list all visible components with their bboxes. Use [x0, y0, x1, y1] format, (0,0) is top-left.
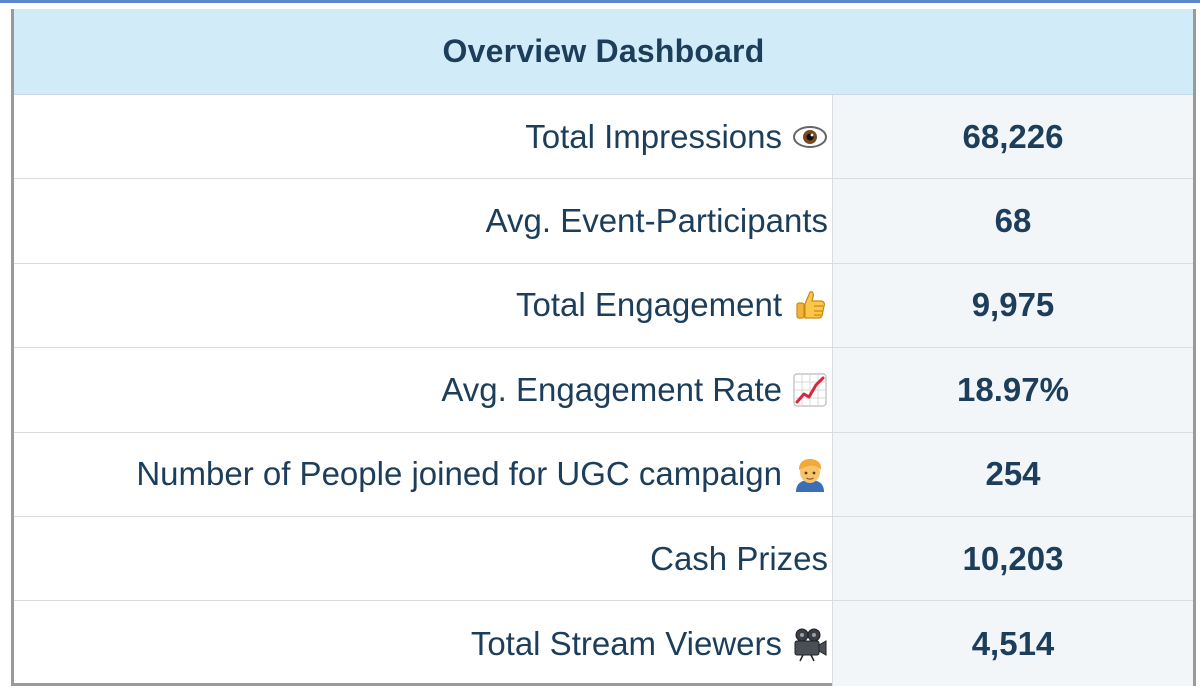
table-row: Cash Prizes 10,203 — [14, 516, 1193, 602]
metric-value-cell: 68 — [833, 179, 1193, 263]
eye-icon — [792, 119, 828, 155]
metric-value-cell: 10,203 — [833, 516, 1193, 601]
metric-value-cell: 4,514 — [833, 601, 1193, 686]
person-icon — [792, 456, 828, 493]
metric-label: Number of People joined for UGC campaign — [136, 455, 782, 493]
metric-label-cell: Cash Prizes — [14, 516, 833, 601]
metric-value-cell: 18.97% — [833, 348, 1193, 432]
metric-value: 68 — [994, 202, 1032, 240]
metric-value-cell: 68,226 — [833, 95, 1193, 179]
metric-label-cell: Total Engagement — [14, 263, 833, 348]
metric-value: 9,975 — [971, 286, 1055, 324]
table-row: Total Impressions 68,226 — [14, 95, 1193, 180]
metric-label: Avg. Event-Participants — [485, 202, 828, 240]
table-row: Total Stream Viewers 4,514 — [14, 601, 1193, 686]
metric-value: 254 — [985, 455, 1041, 493]
table-row: Number of People joined for UGC campaign… — [14, 432, 1193, 517]
metric-label-cell: Total Impressions — [14, 95, 833, 179]
dashboard-title: Overview Dashboard — [442, 33, 765, 69]
metric-label: Cash Prizes — [650, 539, 828, 577]
metric-label-cell: Total Stream Viewers — [14, 601, 833, 686]
chart-increasing-icon — [792, 372, 828, 408]
thumbs-up-icon — [792, 287, 828, 323]
movie-camera-icon — [792, 626, 828, 662]
metric-value: 68,226 — [962, 117, 1064, 155]
dashboard-table: Overview Dashboard Total Impressions 68,… — [11, 9, 1196, 686]
metric-label: Avg. Engagement Rate — [441, 370, 782, 408]
metric-label-cell: Number of People joined for UGC campaign — [14, 432, 833, 516]
metric-label: Total Engagement — [515, 286, 782, 324]
table-row: Avg. Event-Participants 68 — [14, 179, 1193, 264]
metric-label: Total Impressions — [525, 117, 782, 155]
metric-label: Total Stream Viewers — [470, 624, 782, 662]
metric-value: 18.97% — [957, 370, 1069, 408]
table-row: Total Engagement 9,975 — [14, 263, 1193, 349]
metric-label-cell: Avg. Event-Participants — [14, 179, 833, 263]
metric-value-cell: 254 — [833, 432, 1193, 516]
dashboard-header: Overview Dashboard — [14, 9, 1193, 95]
top-rule — [0, 0, 1200, 3]
metric-label-cell: Avg. Engagement Rate — [14, 348, 833, 432]
metric-value-cell: 9,975 — [833, 263, 1193, 348]
table-row: Avg. Engagement Rate 18.97% — [14, 348, 1193, 433]
metric-value: 4,514 — [971, 624, 1055, 662]
metric-value: 10,203 — [962, 539, 1064, 577]
